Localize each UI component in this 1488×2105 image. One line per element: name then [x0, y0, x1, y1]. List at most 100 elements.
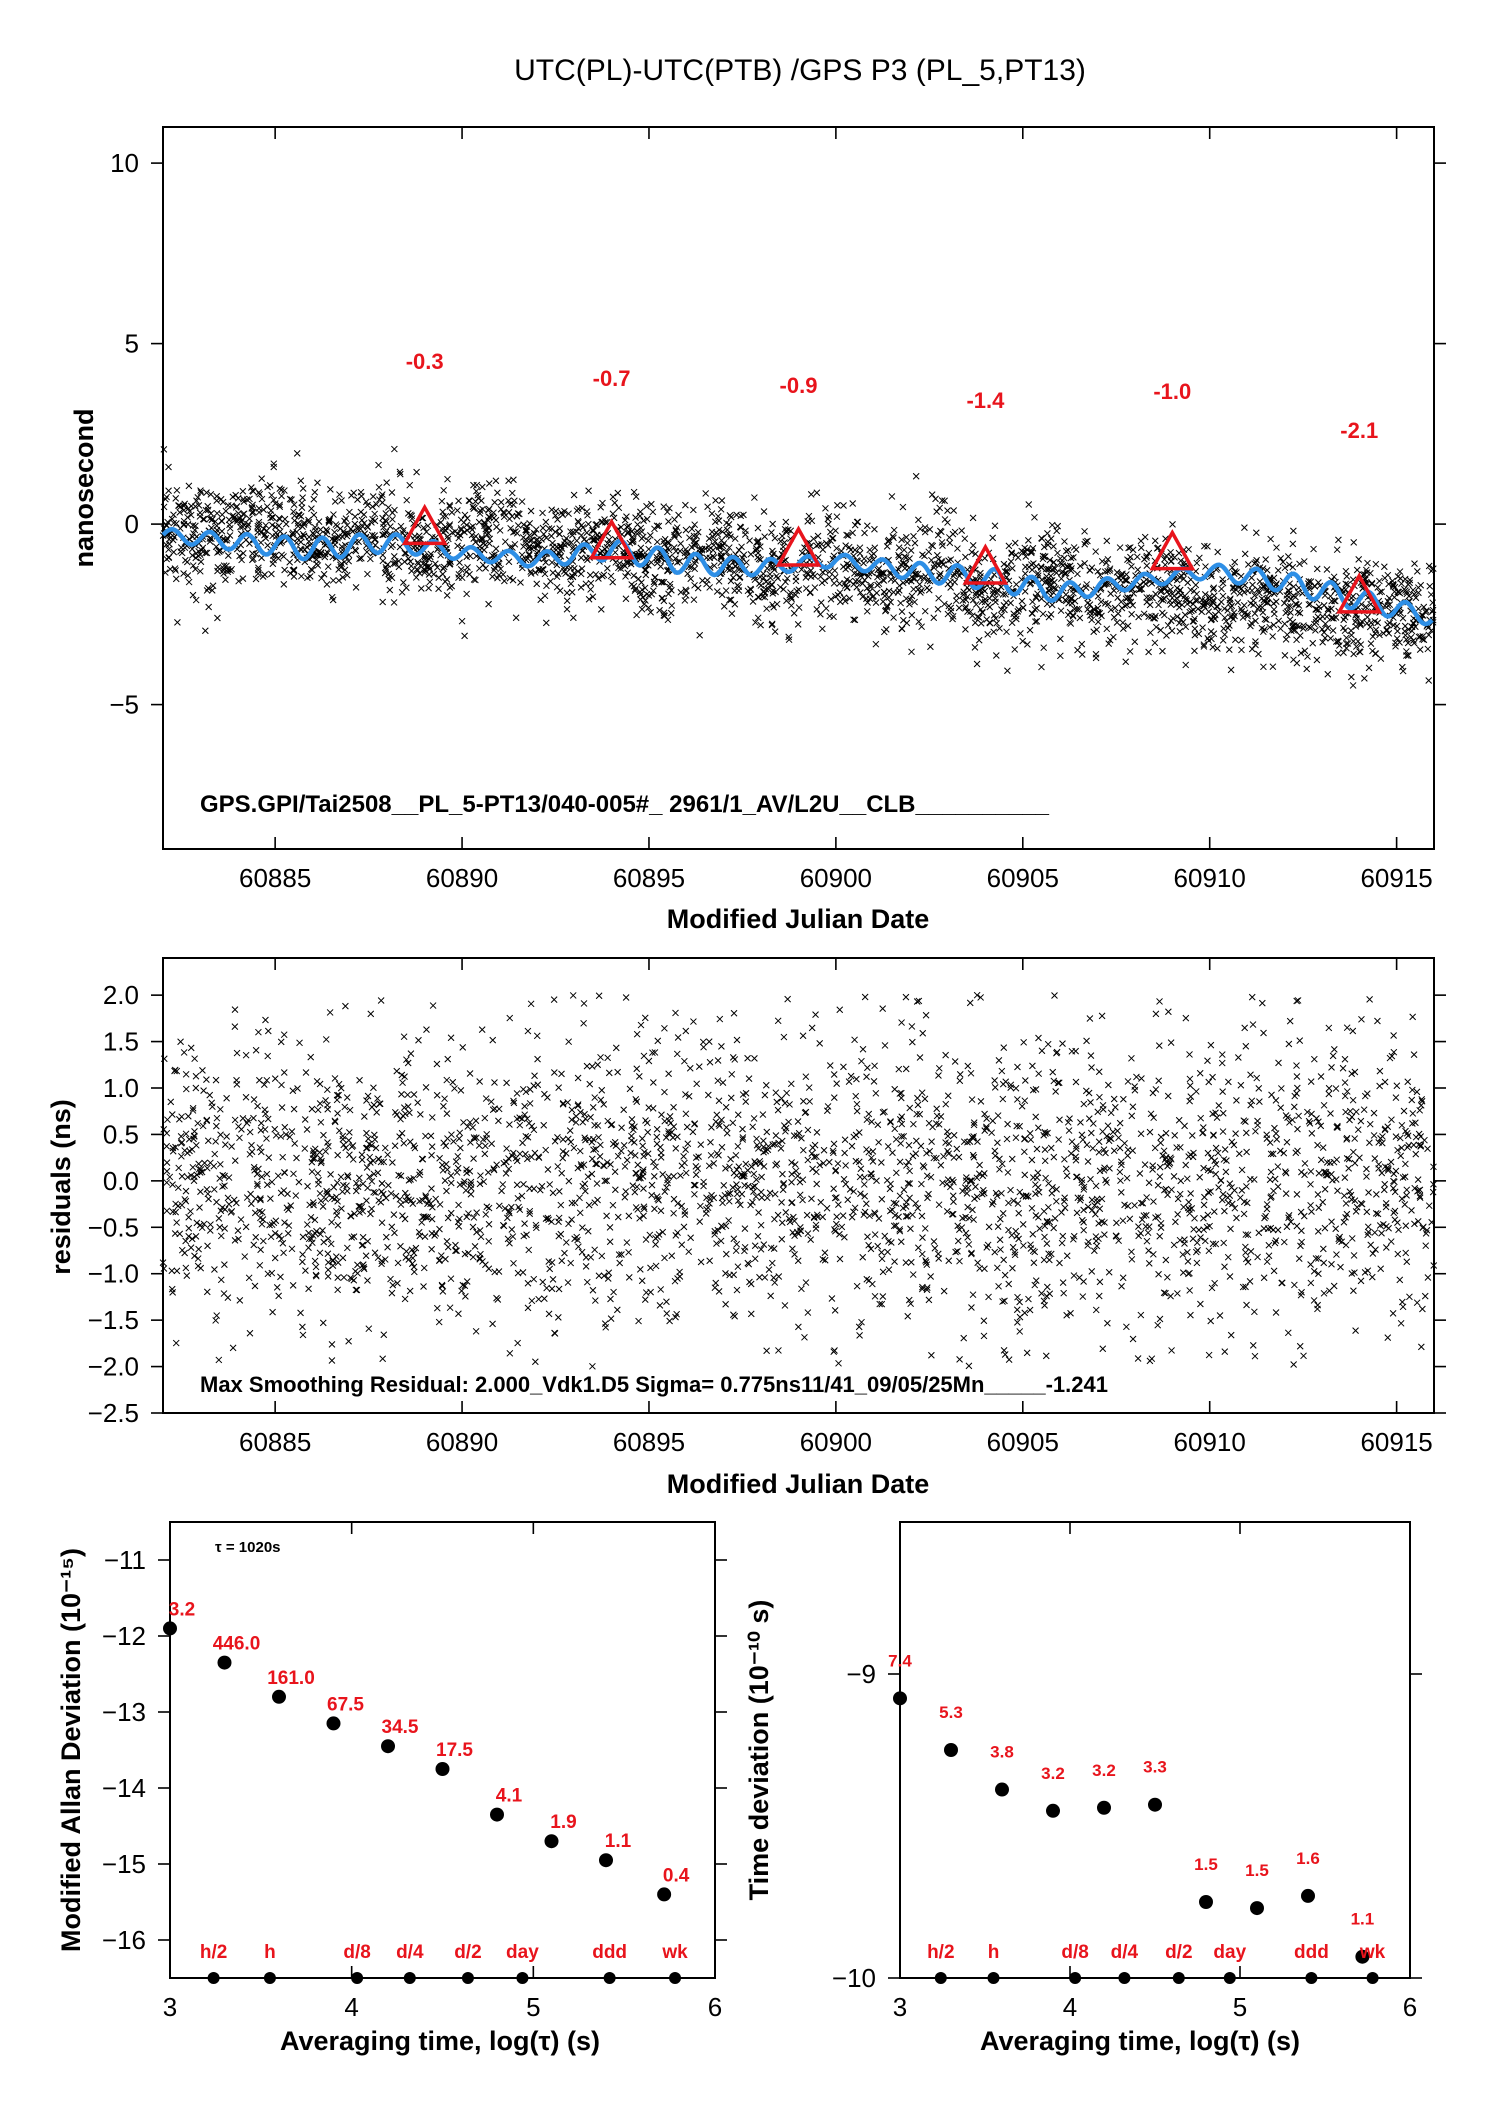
residual-point — [1319, 1245, 1327, 1253]
data-point — [368, 519, 375, 526]
data-point — [1342, 580, 1350, 588]
residual-point — [462, 1187, 470, 1194]
data-point — [240, 510, 248, 518]
data-point — [232, 504, 240, 511]
data-point — [1125, 544, 1132, 552]
residual-point — [391, 1229, 398, 1237]
triangle-label: -1.4 — [966, 388, 1005, 413]
residual-point — [456, 1215, 463, 1223]
residual-point — [800, 1097, 807, 1105]
residual-point — [1016, 1313, 1024, 1321]
residual-point — [853, 1282, 861, 1290]
data-point — [1226, 596, 1234, 604]
residual-point — [502, 1169, 510, 1177]
data-point — [1040, 543, 1048, 551]
data-point — [972, 575, 980, 583]
residual-point — [289, 1087, 297, 1095]
residual-point — [875, 1138, 882, 1146]
residual-point — [1409, 1110, 1417, 1117]
residual-point — [625, 1274, 633, 1281]
residual-point — [1056, 1259, 1063, 1267]
residual-point — [407, 1197, 415, 1204]
data-point — [763, 605, 770, 613]
data-point — [1356, 648, 1363, 655]
residual-point — [365, 1140, 373, 1148]
data-point — [853, 518, 861, 526]
residual-point — [953, 1145, 961, 1153]
residual-point — [199, 1067, 206, 1074]
data-point — [545, 525, 553, 532]
residual-point — [918, 1180, 925, 1188]
residual-point — [504, 1214, 511, 1222]
residual-point — [429, 1203, 436, 1211]
residual-point — [204, 1190, 212, 1198]
residual-point — [1080, 1186, 1088, 1193]
residual-point — [1314, 1141, 1321, 1149]
data-point — [895, 553, 903, 561]
residual-point — [225, 1174, 233, 1181]
data-point — [213, 497, 221, 504]
data-point — [861, 529, 868, 537]
residual-point — [397, 1242, 404, 1250]
data-point — [947, 607, 955, 615]
data-point — [1204, 543, 1211, 550]
residual-point — [952, 1248, 959, 1256]
residual-point — [750, 1170, 758, 1178]
data-point — [1289, 563, 1297, 571]
data-point — [1336, 642, 1343, 649]
residual-point — [1308, 1208, 1315, 1215]
residual-point — [257, 1127, 265, 1134]
data-point — [698, 546, 706, 554]
residual-point — [1345, 1155, 1353, 1163]
residual-point — [731, 1056, 739, 1063]
data-point — [401, 549, 409, 557]
data-point — [901, 553, 908, 560]
data-point — [497, 498, 505, 506]
residual-point — [940, 1152, 947, 1160]
residual-point — [1386, 1054, 1394, 1062]
data-point — [691, 542, 699, 550]
data-point — [972, 550, 979, 558]
residual-point — [504, 1235, 512, 1243]
residual-point — [210, 1186, 218, 1193]
residual-point — [1186, 1051, 1193, 1058]
data-point — [934, 531, 942, 539]
residual-point — [525, 1119, 533, 1127]
residual-point — [166, 1173, 174, 1181]
data-point — [1399, 614, 1407, 622]
data-point — [724, 565, 731, 573]
data-point — [657, 554, 665, 562]
residual-point — [1205, 1351, 1213, 1359]
residual-point — [433, 1304, 441, 1312]
data-point — [440, 563, 448, 571]
data-point — [471, 504, 478, 512]
residual-point — [1013, 1122, 1021, 1130]
residual-point — [1156, 1315, 1164, 1323]
data-point — [494, 489, 501, 497]
residual-point — [444, 1243, 452, 1251]
residual-point — [749, 1183, 757, 1191]
residual-point — [999, 1209, 1007, 1217]
residual-point — [1104, 1319, 1111, 1327]
data-point — [508, 512, 516, 520]
residual-point — [534, 1081, 542, 1089]
data-point — [354, 525, 362, 533]
data-point — [1118, 604, 1126, 612]
residual-point — [725, 1217, 732, 1224]
residual-point — [615, 1251, 623, 1259]
residual-point — [741, 1172, 748, 1180]
residual-point — [879, 1293, 887, 1300]
data-point — [860, 559, 867, 567]
data-point — [693, 532, 700, 540]
residual-point — [652, 1163, 659, 1171]
data-point — [918, 587, 925, 594]
data-point — [1176, 628, 1184, 635]
residual-point — [485, 1237, 493, 1245]
data-point — [928, 541, 935, 549]
residual-point — [700, 1043, 707, 1051]
residual-point — [404, 1103, 412, 1110]
data-point — [1343, 573, 1351, 580]
residual-point — [521, 1102, 529, 1110]
data-point — [1128, 563, 1135, 570]
residual-point — [1320, 1289, 1328, 1297]
